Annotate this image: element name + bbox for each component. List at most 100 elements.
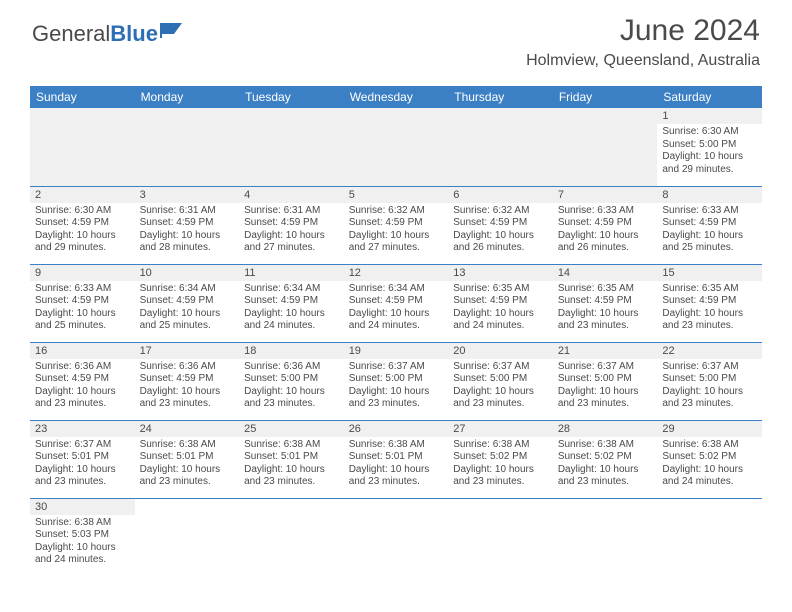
cell-day1: Daylight: 10 hours [349, 464, 444, 477]
cell-sunrise: Sunrise: 6:33 AM [35, 283, 130, 296]
cell-sunrise: Sunrise: 6:35 AM [662, 283, 757, 296]
cell-sunrise: Sunrise: 6:37 AM [558, 361, 653, 374]
cell-day2: and 23 minutes. [244, 476, 339, 489]
cell-day2: and 27 minutes. [349, 242, 444, 255]
cell-day1: Daylight: 10 hours [662, 151, 757, 164]
calendar-cell [344, 108, 449, 186]
cell-sunset: Sunset: 5:03 PM [35, 529, 130, 542]
calendar-cell: 13Sunrise: 6:35 AMSunset: 4:59 PMDayligh… [448, 264, 553, 342]
day-number: 16 [30, 343, 135, 359]
cell-day1: Daylight: 10 hours [662, 308, 757, 321]
cell-sunrise: Sunrise: 6:37 AM [662, 361, 757, 374]
day-number: 21 [553, 343, 658, 359]
cell-sunrise: Sunrise: 6:37 AM [349, 361, 444, 374]
day-number: 9 [30, 265, 135, 281]
cell-sunset: Sunset: 5:00 PM [662, 139, 757, 152]
weekday-header: Wednesday [344, 86, 449, 108]
calendar-cell [553, 498, 658, 576]
cell-sunrise: Sunrise: 6:32 AM [349, 205, 444, 218]
cell-day2: and 23 minutes. [244, 398, 339, 411]
calendar-cell: 4Sunrise: 6:31 AMSunset: 4:59 PMDaylight… [239, 186, 344, 264]
calendar-cell: 15Sunrise: 6:35 AMSunset: 4:59 PMDayligh… [657, 264, 762, 342]
weekday-header: Tuesday [239, 86, 344, 108]
cell-sunset: Sunset: 5:01 PM [35, 451, 130, 464]
day-number: 18 [239, 343, 344, 359]
calendar-cell: 9Sunrise: 6:33 AMSunset: 4:59 PMDaylight… [30, 264, 135, 342]
cell-day1: Daylight: 10 hours [349, 308, 444, 321]
cell-day1: Daylight: 10 hours [558, 308, 653, 321]
cell-sunrise: Sunrise: 6:37 AM [35, 439, 130, 452]
calendar-cell [657, 498, 762, 576]
calendar-cell: 18Sunrise: 6:36 AMSunset: 5:00 PMDayligh… [239, 342, 344, 420]
cell-day1: Daylight: 10 hours [662, 386, 757, 399]
cell-day1: Daylight: 10 hours [35, 464, 130, 477]
calendar-cell: 7Sunrise: 6:33 AMSunset: 4:59 PMDaylight… [553, 186, 658, 264]
cell-sunrise: Sunrise: 6:37 AM [453, 361, 548, 374]
calendar-cell [239, 108, 344, 186]
calendar-cell: 14Sunrise: 6:35 AMSunset: 4:59 PMDayligh… [553, 264, 658, 342]
calendar-table: Sunday Monday Tuesday Wednesday Thursday… [30, 86, 762, 576]
day-number: 26 [344, 421, 449, 437]
cell-sunrise: Sunrise: 6:38 AM [453, 439, 548, 452]
cell-sunset: Sunset: 4:59 PM [140, 295, 235, 308]
cell-day1: Daylight: 10 hours [453, 464, 548, 477]
cell-day1: Daylight: 10 hours [558, 230, 653, 243]
calendar-cell: 26Sunrise: 6:38 AMSunset: 5:01 PMDayligh… [344, 420, 449, 498]
cell-sunrise: Sunrise: 6:38 AM [558, 439, 653, 452]
calendar-cell: 20Sunrise: 6:37 AMSunset: 5:00 PMDayligh… [448, 342, 553, 420]
day-number: 8 [657, 187, 762, 203]
cell-day2: and 23 minutes. [35, 398, 130, 411]
cell-day2: and 23 minutes. [453, 398, 548, 411]
brand-first: General [32, 21, 110, 47]
day-number: 20 [448, 343, 553, 359]
cell-sunset: Sunset: 4:59 PM [453, 217, 548, 230]
cell-sunset: Sunset: 4:59 PM [35, 295, 130, 308]
day-number: 30 [30, 499, 135, 515]
cell-day1: Daylight: 10 hours [140, 386, 235, 399]
cell-day1: Daylight: 10 hours [662, 464, 757, 477]
cell-day2: and 27 minutes. [244, 242, 339, 255]
weekday-header: Thursday [448, 86, 553, 108]
weekday-header: Sunday [30, 86, 135, 108]
cell-day1: Daylight: 10 hours [35, 542, 130, 555]
cell-sunrise: Sunrise: 6:35 AM [558, 283, 653, 296]
cell-day1: Daylight: 10 hours [453, 230, 548, 243]
day-number: 4 [239, 187, 344, 203]
calendar-cell: 30Sunrise: 6:38 AMSunset: 5:03 PMDayligh… [30, 498, 135, 576]
calendar-cell: 24Sunrise: 6:38 AMSunset: 5:01 PMDayligh… [135, 420, 240, 498]
day-number: 17 [135, 343, 240, 359]
cell-day1: Daylight: 10 hours [453, 308, 548, 321]
day-number: 28 [553, 421, 658, 437]
cell-day1: Daylight: 10 hours [662, 230, 757, 243]
cell-sunset: Sunset: 4:59 PM [244, 217, 339, 230]
cell-sunset: Sunset: 5:01 PM [140, 451, 235, 464]
cell-day2: and 23 minutes. [558, 476, 653, 489]
cell-sunrise: Sunrise: 6:38 AM [244, 439, 339, 452]
logo-flag-icon [160, 20, 188, 38]
calendar-cell [135, 498, 240, 576]
cell-sunset: Sunset: 4:59 PM [35, 373, 130, 386]
cell-day1: Daylight: 10 hours [35, 386, 130, 399]
calendar-row: 23Sunrise: 6:37 AMSunset: 5:01 PMDayligh… [30, 420, 762, 498]
calendar-cell [239, 498, 344, 576]
cell-day1: Daylight: 10 hours [140, 230, 235, 243]
calendar-cell: 21Sunrise: 6:37 AMSunset: 5:00 PMDayligh… [553, 342, 658, 420]
cell-day2: and 24 minutes. [349, 320, 444, 333]
calendar-cell: 27Sunrise: 6:38 AMSunset: 5:02 PMDayligh… [448, 420, 553, 498]
cell-sunrise: Sunrise: 6:31 AM [244, 205, 339, 218]
cell-sunrise: Sunrise: 6:36 AM [35, 361, 130, 374]
cell-day2: and 23 minutes. [35, 476, 130, 489]
calendar-row: 2Sunrise: 6:30 AMSunset: 4:59 PMDaylight… [30, 186, 762, 264]
cell-day2: and 23 minutes. [140, 398, 235, 411]
brand-second: Blue [110, 21, 158, 47]
header: GeneralBlue June 2024 Holmview, Queensla… [0, 0, 792, 76]
cell-day1: Daylight: 10 hours [558, 464, 653, 477]
calendar-row: 16Sunrise: 6:36 AMSunset: 4:59 PMDayligh… [30, 342, 762, 420]
cell-day2: and 23 minutes. [349, 476, 444, 489]
cell-day2: and 23 minutes. [349, 398, 444, 411]
cell-sunset: Sunset: 5:00 PM [349, 373, 444, 386]
cell-day1: Daylight: 10 hours [349, 386, 444, 399]
cell-sunset: Sunset: 4:59 PM [244, 295, 339, 308]
cell-sunset: Sunset: 5:00 PM [662, 373, 757, 386]
cell-sunrise: Sunrise: 6:32 AM [453, 205, 548, 218]
